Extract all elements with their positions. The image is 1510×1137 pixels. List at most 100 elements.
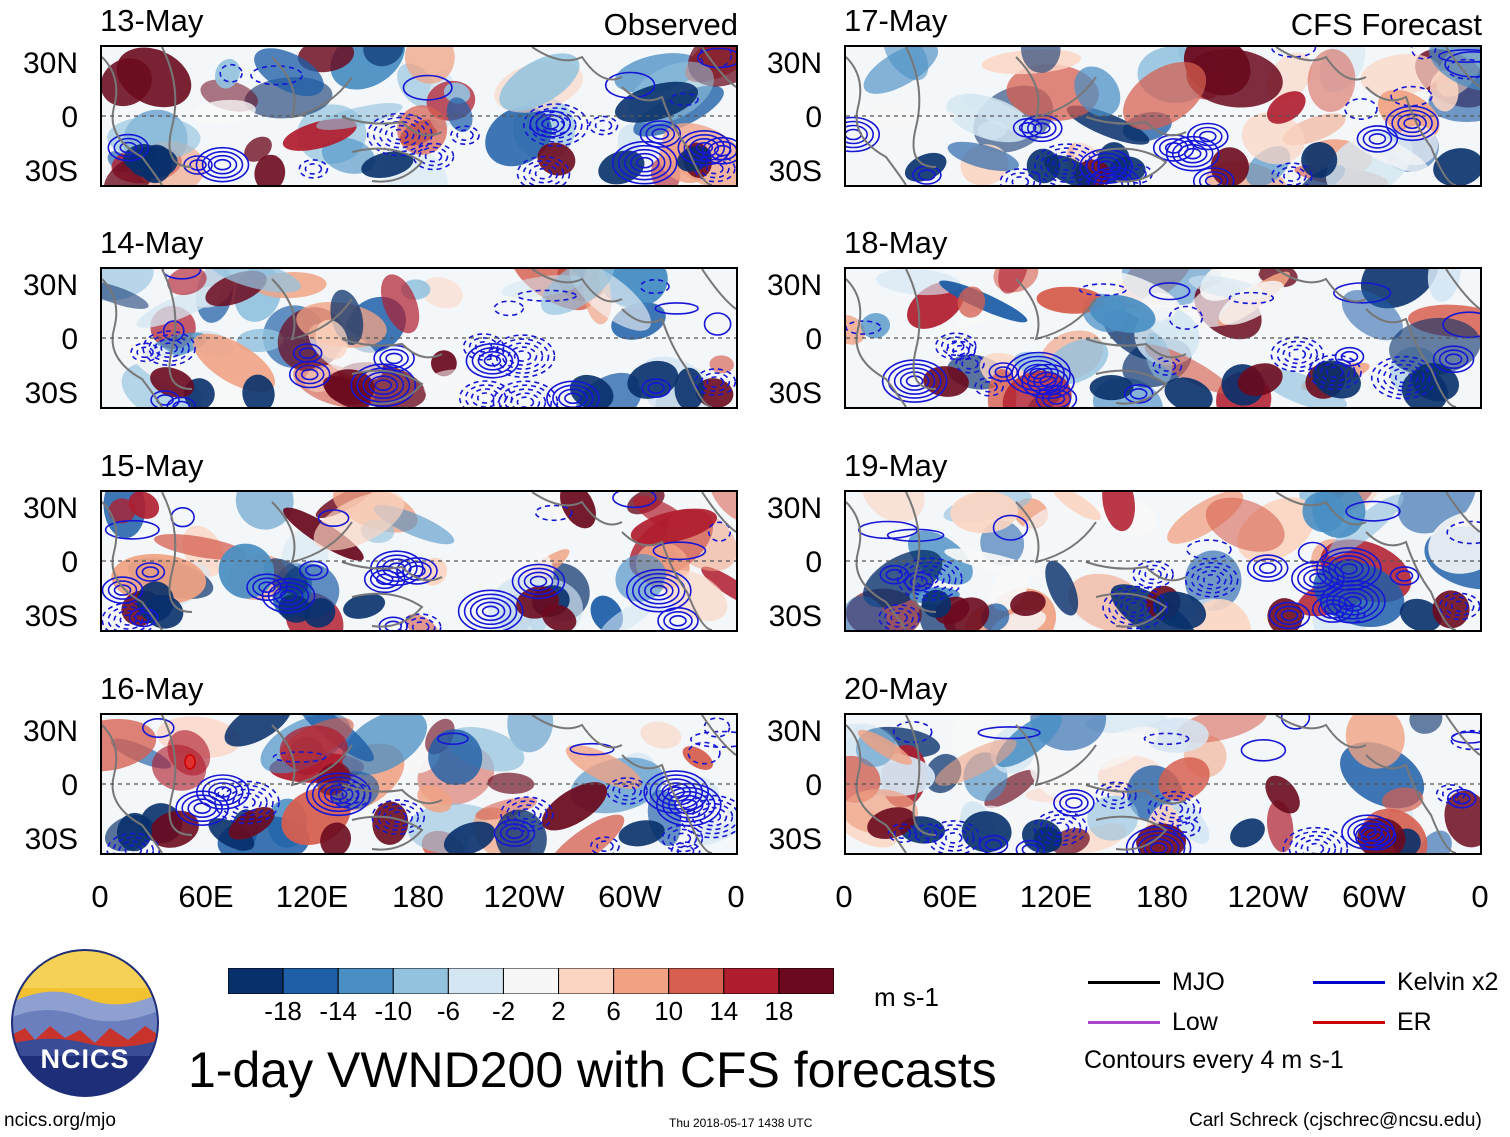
anomaly-shading — [904, 152, 947, 182]
panel-date-label: 20-May — [844, 671, 948, 706]
anomaly-shading — [487, 772, 535, 794]
kelvin-contour — [511, 563, 566, 600]
kelvin-contour — [104, 519, 160, 540]
kelvin-contour — [639, 120, 682, 148]
longitude-label: 180 — [1136, 879, 1188, 914]
anomaly-shading — [1241, 112, 1305, 165]
panel-source-label: CFS Forecast — [1290, 7, 1482, 42]
kelvin-contour — [1446, 520, 1480, 545]
anomaly-shading — [443, 82, 471, 104]
anomaly-shading — [405, 614, 440, 630]
kelvin-contour — [195, 146, 250, 183]
anomaly-shading — [102, 58, 152, 107]
anomaly-shading — [209, 269, 301, 293]
anomaly-shading — [254, 154, 286, 185]
anomaly-shading — [242, 374, 275, 407]
kelvin-contour — [641, 378, 671, 398]
kelvin-contour — [974, 377, 1004, 397]
ncics-logo[interactable]: NCICS — [10, 948, 160, 1098]
footer-url[interactable]: ncics.org/mjo — [4, 1110, 116, 1131]
anomaly-shading — [858, 107, 956, 126]
kelvin-contour — [1333, 282, 1392, 304]
anomaly-shading — [136, 581, 175, 622]
latitude-label: 0 — [805, 323, 822, 356]
latitude-label: 30S — [24, 155, 78, 188]
anomaly-shading — [153, 534, 248, 560]
anomaly-shading — [1053, 492, 1101, 521]
kelvin-contour — [611, 140, 678, 185]
wind-anomaly-map — [102, 269, 736, 407]
anomaly-shading — [709, 355, 734, 374]
kelvin-contour — [1148, 282, 1191, 301]
er-contour — [184, 754, 196, 770]
anomaly-shading — [235, 492, 294, 530]
kelvin-contour — [130, 342, 160, 363]
kelvin-contour — [492, 380, 559, 407]
anomaly-shading — [254, 48, 324, 96]
map-panel[interactable] — [100, 713, 738, 855]
kelvin-contour — [1389, 566, 1420, 586]
kelvin-contour — [450, 125, 480, 145]
anomaly-shading — [404, 47, 455, 84]
anomaly-shading — [640, 721, 682, 749]
kelvin-contour — [701, 136, 736, 165]
anomaly-shading — [139, 144, 173, 184]
map-panel[interactable] — [844, 45, 1482, 187]
kelvin-contour — [1435, 784, 1466, 804]
anomaly-shading — [946, 93, 1033, 143]
colorbar-swatch — [502, 967, 560, 995]
latitude-label: 30N — [22, 47, 78, 80]
kelvin-contour — [857, 520, 919, 540]
anomaly-shading — [446, 97, 473, 133]
kelvin-contour — [317, 509, 350, 528]
longitude-label: 0 — [727, 879, 745, 914]
kelvin-contour — [1450, 731, 1480, 744]
kelvin-contour — [402, 74, 453, 101]
kelvin-contour — [569, 742, 615, 756]
map-panel[interactable] — [844, 713, 1482, 855]
panel-date-label: 13-May — [100, 3, 204, 38]
wind-anomaly-map — [102, 47, 736, 185]
latitude-label: 30S — [24, 600, 78, 633]
anomaly-shading — [630, 508, 718, 545]
latitude-label: 0 — [805, 101, 822, 134]
anomaly-shading — [108, 498, 136, 524]
anomaly-shading — [1123, 61, 1207, 130]
map-panel[interactable] — [100, 490, 738, 632]
anomaly-shading — [397, 105, 448, 155]
anomaly-shading — [998, 269, 1029, 294]
kelvin-contour — [887, 823, 918, 843]
anomaly-shading — [167, 269, 207, 296]
coastlines — [102, 715, 736, 853]
anomaly-shading — [1428, 511, 1480, 574]
colorbar-tick-label: 10 — [654, 996, 684, 1026]
map-panel[interactable] — [100, 267, 738, 409]
kelvin-contour — [1271, 47, 1317, 58]
map-panel[interactable] — [100, 45, 738, 187]
anomaly-shading — [1074, 66, 1121, 117]
kelvin-contour — [1297, 541, 1328, 564]
anomaly-shading — [708, 492, 736, 523]
kelvin-contour — [694, 154, 736, 183]
anomaly-shading — [1210, 147, 1249, 185]
map-panel[interactable] — [844, 267, 1482, 409]
kelvin-contour — [935, 332, 977, 360]
colorbar-tick-label: -6 — [436, 996, 460, 1026]
anomaly-shading — [863, 549, 943, 608]
map-panel[interactable] — [844, 490, 1482, 632]
anomaly-shading — [950, 492, 1019, 534]
anomaly-shading — [443, 821, 496, 853]
anomaly-shading — [192, 99, 256, 125]
latitude-label: 30N — [766, 715, 822, 748]
anomaly-shading — [1020, 47, 1061, 73]
coastlines — [846, 269, 1480, 407]
anomaly-shading — [423, 369, 510, 407]
anomaly-shading — [297, 47, 355, 73]
anomaly-shading — [1237, 363, 1283, 396]
colorbar-tick-label: -2 — [491, 996, 516, 1026]
anomaly-shading — [1444, 790, 1480, 848]
anomaly-shading — [1360, 269, 1439, 309]
latitude-label: 30N — [766, 47, 822, 80]
coastlines — [846, 492, 1480, 630]
anomaly-shading — [695, 378, 734, 407]
